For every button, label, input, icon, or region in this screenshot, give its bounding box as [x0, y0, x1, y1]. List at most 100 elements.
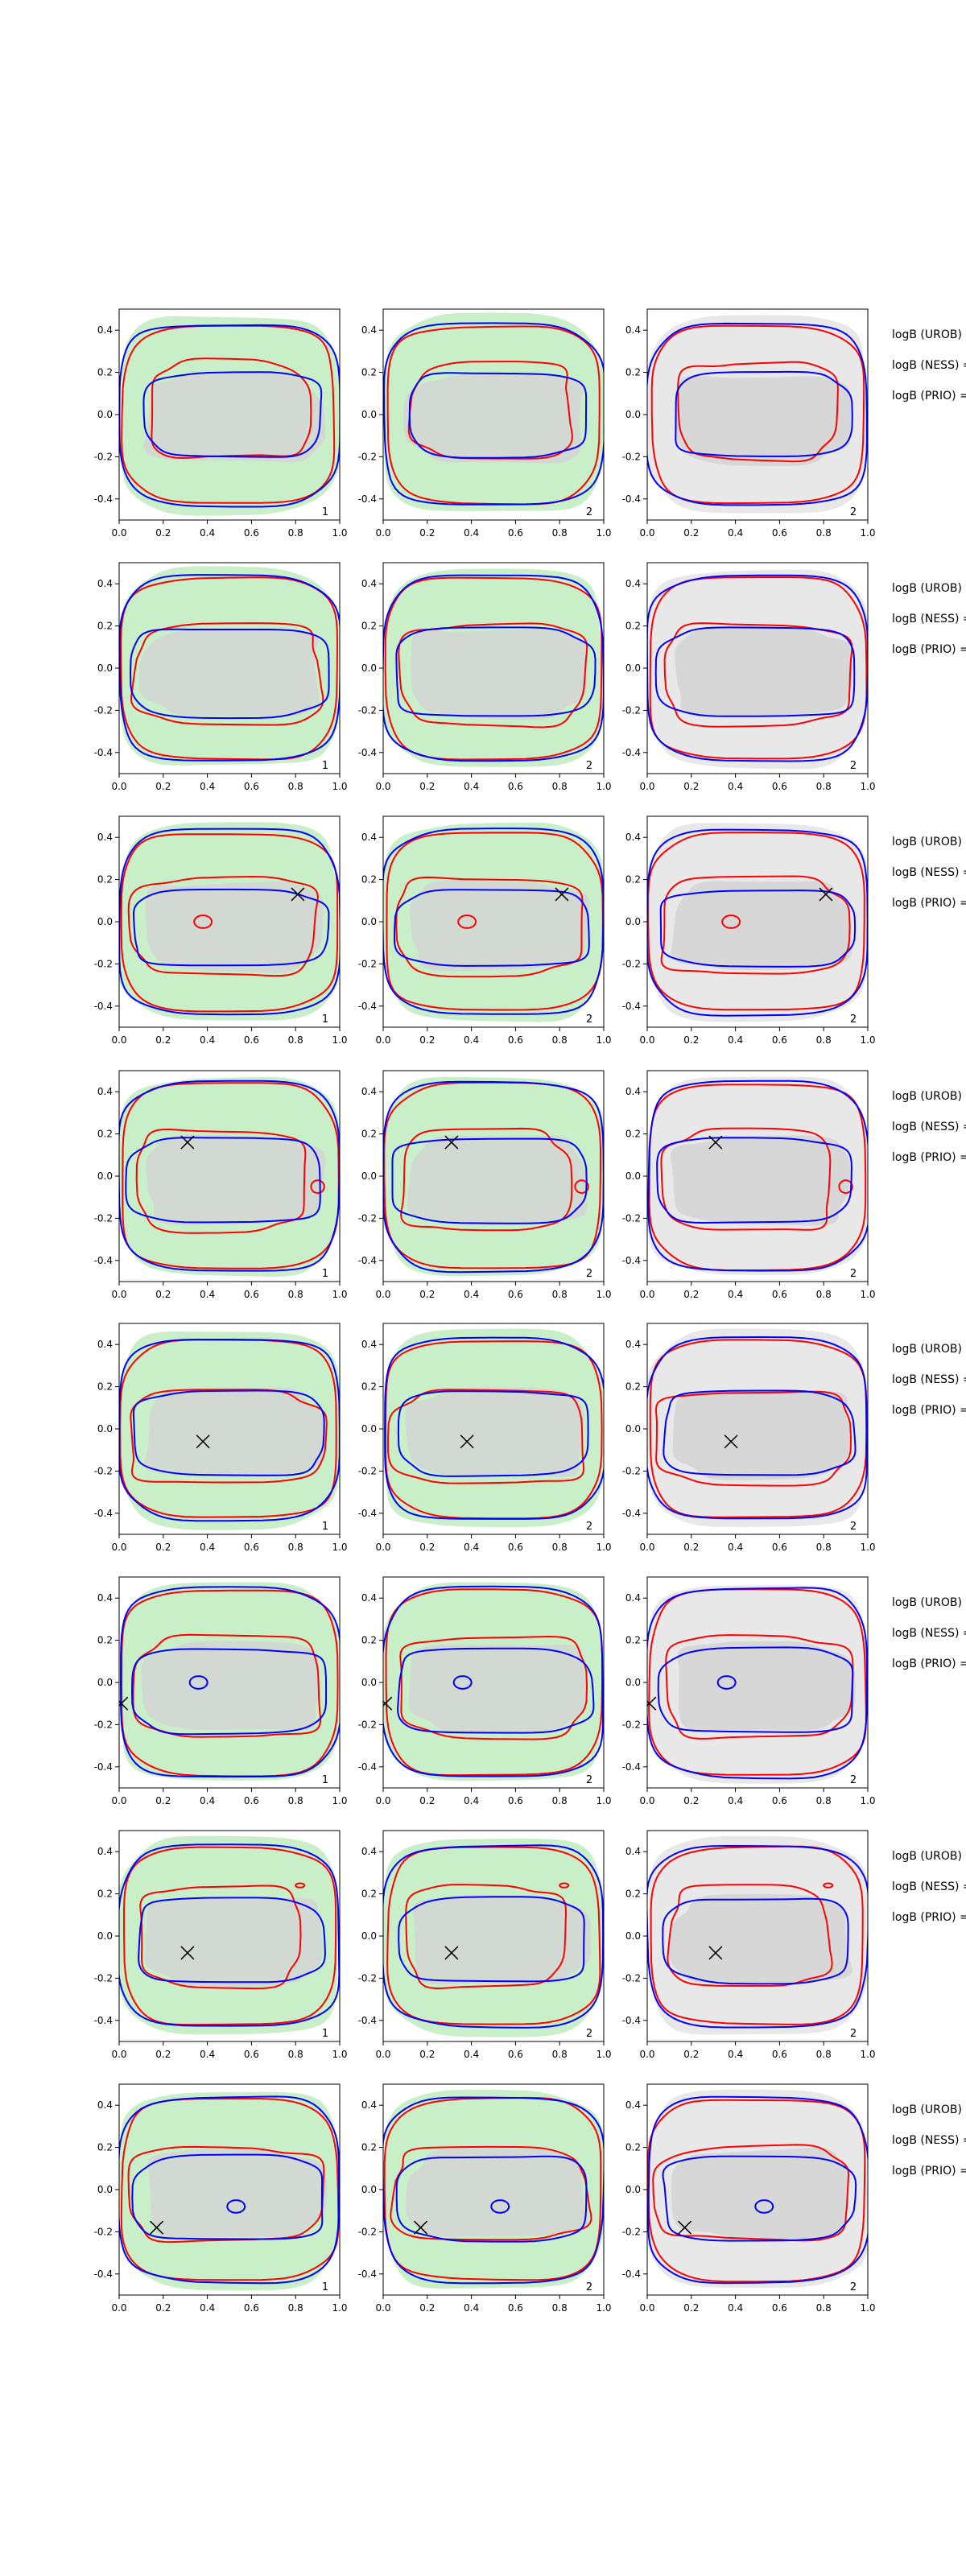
blue-outer-contour [119, 1080, 340, 1272]
x-marker-stroke-2 [460, 1435, 474, 1449]
panel-r8-c3: 0.0 0.2 0.4 0.6 0.8 1.0 -0.4 -0.2 0.0 0.2 0.4 2 [622, 2083, 876, 2314]
red-outer-contour [386, 1846, 601, 2025]
y-tick-label: -0.4 [94, 1508, 113, 1519]
core-density-region [675, 375, 852, 466]
red-inner-contour [400, 1127, 573, 1232]
y-tick-label: -0.4 [358, 2268, 377, 2280]
red-inner-contour [398, 622, 588, 729]
red-outer-contour [648, 1588, 867, 1776]
panel-corner-label: 1 [322, 1013, 328, 1026]
x-tick-label: 0.8 [816, 781, 832, 792]
y-tick-label: 0.0 [361, 1677, 377, 1688]
y-tick-label: -0.4 [94, 1001, 113, 1012]
x-tick-label: 1.0 [332, 1795, 347, 1806]
red-inner-contour [130, 1389, 328, 1484]
red-inner-contour [399, 1635, 588, 1740]
x-marker-stroke-2 [383, 1696, 393, 1707]
blue-outer-contour [647, 574, 868, 762]
blue-outer-contour [647, 828, 868, 1017]
red-inner-contour [127, 875, 319, 977]
blue-inner-contour [657, 1646, 854, 1733]
red-outer-contour [386, 325, 601, 506]
blue-outer-contour [383, 1844, 604, 2029]
x-tick-label: 0.0 [639, 1034, 654, 1046]
panel-plot-area [383, 1076, 604, 1277]
red-inner-contour [130, 622, 324, 726]
red-inner-contour [654, 1390, 852, 1487]
y-tick-label: -0.2 [94, 704, 113, 716]
blue-inner-contour [138, 1897, 326, 1984]
panel-corner-label: 2 [586, 1774, 592, 1786]
red-inner-contour [652, 2144, 850, 2242]
panel-plot-area [119, 1331, 340, 1530]
x-marker-icon [647, 1696, 657, 1711]
panel-corner-label: 2 [586, 506, 592, 518]
x-tick-label: 0.0 [639, 1795, 654, 1806]
blue-outer-contour [383, 2096, 604, 2285]
x-marker-stroke-2 [180, 1946, 195, 1960]
y-tick-label: 0.4 [625, 832, 641, 843]
x-tick-label: 0.4 [200, 1795, 215, 1806]
blue-inner-contour [132, 1389, 325, 1476]
x-tick-label: 0.2 [155, 781, 171, 792]
panel-corner-label: 2 [586, 760, 592, 772]
y-tick-label: -0.4 [358, 493, 377, 505]
side-label-1: logB (UROB) = [892, 1343, 966, 1356]
blue-outer-contour [119, 1339, 340, 1522]
panel-corner-label: 2 [586, 1013, 592, 1026]
core-density-region [141, 1641, 320, 1731]
y-tick-label: 0.2 [97, 1381, 113, 1393]
y-tick-label: -0.4 [358, 2015, 377, 2026]
x-tick-label: 0.6 [772, 1289, 787, 1300]
core-density-region [671, 881, 852, 971]
x-tick-label: 0.4 [464, 1289, 479, 1300]
panel-row-2: 0.0 0.2 0.4 0.6 0.8 1.0-0.4-0.20.00.20.410.0 0… [94, 562, 966, 792]
x-marker-icon [383, 1696, 393, 1711]
y-tick-label: -0.4 [94, 493, 113, 505]
x-tick-label: 0.4 [200, 1034, 215, 1046]
x-tick-label: 0.2 [419, 1289, 435, 1300]
red-extra-loop-1 [823, 1882, 834, 1889]
x-tick-label: 0.8 [552, 527, 568, 539]
blue-inner-contour [142, 371, 323, 458]
red-inner-contour [405, 1884, 568, 1990]
x-tick-label: 0.6 [244, 527, 259, 539]
x-tick-label: 0.6 [772, 2302, 787, 2314]
x-tick-label: 0.4 [200, 2302, 215, 2314]
x-tick-label: 0.4 [728, 1289, 743, 1300]
x-tick-label: 0.6 [244, 1542, 259, 1553]
red-outer-contour [119, 1339, 337, 1518]
y-tick-label: -0.2 [358, 1212, 377, 1224]
x-tick-label: 1.0 [596, 527, 611, 539]
y-tick-label: -0.2 [94, 1972, 113, 1984]
x-tick-label: 1.0 [332, 1289, 347, 1300]
y-tick-label: 0.0 [361, 916, 377, 927]
x-tick-label: 0.4 [728, 1795, 743, 1806]
x-tick-label: 0.0 [375, 2302, 390, 2314]
panel-r5-c3: 0.0 0.2 0.4 0.6 0.8 1.0 -0.4 -0.2 0.0 0.2 0.4 2 [622, 1323, 876, 1553]
side-label-3: logB (PRIO) = [892, 390, 966, 402]
y-tick-label: -0.4 [358, 1255, 377, 1266]
y-tick-label: 0.0 [625, 663, 641, 674]
x-tick-label: 0.4 [464, 1795, 479, 1806]
panel-r6-c1: 0.0 0.2 0.4 0.6 0.8 1.0 -0.4 -0.2 0.0 0.2 0.4 1 [94, 1576, 348, 1806]
side-label-1: logB (UROB) = [892, 582, 966, 595]
panel-plot-area [647, 315, 868, 514]
red-inner-contour [660, 1127, 832, 1231]
panel-row-8: 0.0 0.2 0.4 0.6 0.8 1.0-0.4-0.20.00.20.410.0 0… [94, 2083, 966, 2314]
panel-plot-area [383, 312, 604, 511]
x-tick-label: 1.0 [596, 2049, 611, 2060]
x-marker-icon [444, 1135, 459, 1150]
x-tick-label: 1.0 [596, 2302, 611, 2314]
x-tick-label: 0.8 [288, 1795, 303, 1806]
red-outer-contour [121, 324, 336, 504]
side-label-2: logB (NESS) = [892, 1121, 966, 1133]
y-tick-label: 0.4 [625, 324, 641, 336]
x-tick-label: 1.0 [596, 1289, 611, 1300]
x-tick-label: 0.0 [111, 2049, 126, 2060]
x-marker-icon [678, 2220, 692, 2235]
red-inner-contour [677, 361, 839, 463]
x-marker-icon [150, 2220, 164, 2235]
y-tick-label: 0.4 [625, 1339, 641, 1350]
y-tick-label: 0.4 [361, 2099, 377, 2111]
